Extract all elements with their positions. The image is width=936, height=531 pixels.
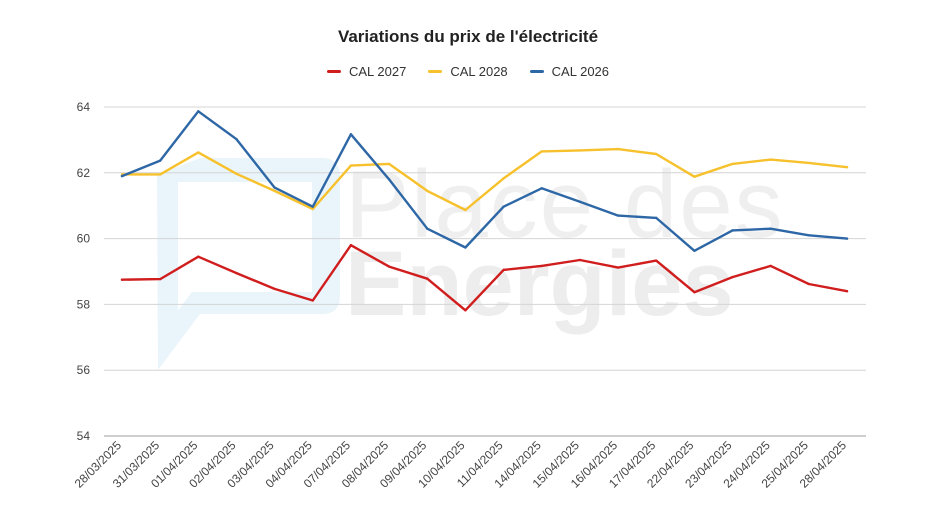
data-point-cal-2026 [120,174,124,178]
chart-title: Variations du prix de l'électricité [337,27,599,46]
watermark-line-2: Energies [345,233,734,335]
data-point-cal-2026 [807,234,811,237]
data-point-cal-2028 [845,166,849,169]
data-point-cal-2028 [387,162,391,166]
data-point-cal-2026 [540,187,543,190]
data-point-cal-2028 [158,173,162,176]
legend-item-cal-2028: CAL 2028 [428,64,508,79]
data-point-cal-2028 [311,207,314,211]
data-point-cal-2026 [845,237,849,240]
data-point-cal-2027 [273,287,276,291]
data-point-cal-2027 [426,277,429,280]
data-point-cal-2026 [426,227,429,230]
data-point-cal-2027 [540,264,543,268]
watermark-line-1: Place des [345,151,785,258]
series-line-cal-2026 [120,110,849,252]
data-point-cal-2028 [235,172,238,175]
data-point-cal-2027 [693,291,696,294]
data-point-cal-2026 [197,110,200,113]
legend-label-cal-2026: CAL 2026 [551,64,610,79]
data-point-cal-2028 [349,164,353,167]
data-point-cal-2027 [387,265,391,268]
y-tick-label-62: 62 [77,166,91,180]
legend-swatch-cal-2027 [326,70,341,73]
data-point-cal-2027 [235,271,238,275]
data-point-cal-2028 [807,161,811,165]
data-point-cal-2028 [273,189,276,193]
data-point-cal-2027 [502,268,505,272]
data-point-cal-2026 [311,205,314,208]
y-tick-label-64: 64 [77,100,91,114]
legend-swatch-cal-2026 [529,70,544,73]
legend-label-cal-2028: CAL 2028 [450,64,508,79]
data-point-cal-2027 [349,243,353,247]
data-point-cal-2028 [426,189,429,193]
data-point-cal-2028 [578,149,582,152]
data-point-cal-2026 [769,227,772,230]
series-line-cal-2028 [120,147,849,212]
data-point-cal-2028 [464,208,467,212]
data-point-cal-2027 [616,266,620,269]
data-point-cal-2027 [655,259,658,262]
series-line-cal-2027 [120,244,849,312]
data-point-cal-2028 [197,151,200,154]
data-point-cal-2027 [197,255,200,258]
data-point-cal-2027 [158,277,162,281]
y-tick-label-58: 58 [77,297,91,311]
data-point-cal-2027 [731,275,734,279]
legend-item-cal-2026: CAL 2026 [529,64,610,79]
data-point-cal-2026 [235,138,238,141]
data-point-cal-2027 [578,258,582,262]
data-point-cal-2027 [807,282,811,286]
data-point-cal-2026 [387,178,391,181]
data-point-cal-2026 [158,159,162,162]
data-point-cal-2028 [769,158,772,161]
legend: CAL 2027 CAL 2028 CAL 2026 [0,64,936,79]
data-point-cal-2026 [655,216,658,220]
y-tick-label-56: 56 [77,363,91,377]
data-point-cal-2028 [693,175,696,178]
legend-swatch-cal-2028 [428,70,443,73]
data-point-cal-2028 [540,150,543,153]
data-point-cal-2027 [845,290,849,293]
data-point-cal-2027 [464,309,467,312]
data-point-cal-2027 [311,299,314,302]
y-tick-label-54: 54 [77,429,91,443]
data-point-cal-2028 [731,162,734,166]
data-point-cal-2028 [655,152,658,156]
data-point-cal-2026 [464,246,467,249]
data-point-cal-2028 [502,177,505,180]
data-point-cal-2026 [578,200,582,203]
data-point-cal-2028 [616,147,620,151]
data-point-cal-2026 [273,186,276,189]
data-point-cal-2026 [616,214,620,217]
data-point-cal-2027 [769,264,772,268]
data-point-cal-2026 [349,133,353,136]
data-point-cal-2026 [502,205,505,208]
data-point-cal-2027 [120,278,124,281]
legend-label-cal-2027: CAL 2027 [348,64,407,79]
y-tick-label-60: 60 [77,232,91,246]
data-point-cal-2026 [731,229,734,232]
legend-item-cal-2027: CAL 2027 [326,64,407,79]
data-point-cal-2026 [693,249,696,252]
